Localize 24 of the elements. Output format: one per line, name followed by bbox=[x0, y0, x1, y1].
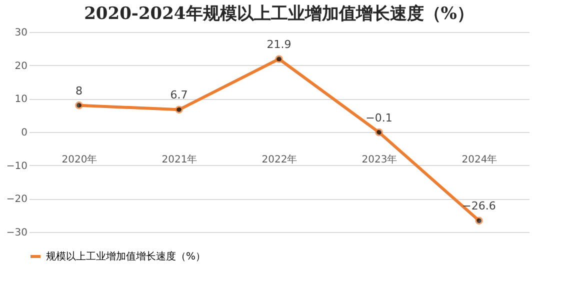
y-tick-label: −10 bbox=[6, 160, 28, 172]
y-tick-label: 30 bbox=[14, 28, 28, 38]
x-tick-label: 2023年 bbox=[362, 154, 398, 166]
point bbox=[475, 216, 483, 225]
chart-title: 2020-2024年规模以上工业增加值增长速度（%） bbox=[84, 4, 474, 24]
data-label: 21.9 bbox=[266, 38, 292, 51]
data-label: 8 bbox=[76, 84, 82, 98]
y-tick-label: 20 bbox=[14, 60, 28, 72]
y-tick-label: 0 bbox=[21, 128, 28, 138]
x-tick-label: 2022年 bbox=[262, 154, 298, 166]
point bbox=[175, 106, 183, 114]
data-label: −26.6 bbox=[462, 200, 496, 213]
point bbox=[375, 128, 383, 136]
point bbox=[275, 55, 283, 63]
point bbox=[75, 101, 83, 110]
x-tick-label: 2024年 bbox=[462, 154, 498, 166]
x-tick-label: 2020年 bbox=[62, 154, 98, 166]
y-tick-label: −20 bbox=[6, 194, 28, 206]
legend-label: 规模以上工业增加值增长速度（%） bbox=[46, 250, 206, 262]
y-tick-label: 10 bbox=[14, 94, 28, 106]
data-label: 6.7 bbox=[170, 88, 188, 102]
x-tick-label: 2021年 bbox=[162, 154, 198, 166]
y-tick-label: −30 bbox=[6, 228, 28, 238]
data-label: −0.1 bbox=[366, 111, 392, 124]
